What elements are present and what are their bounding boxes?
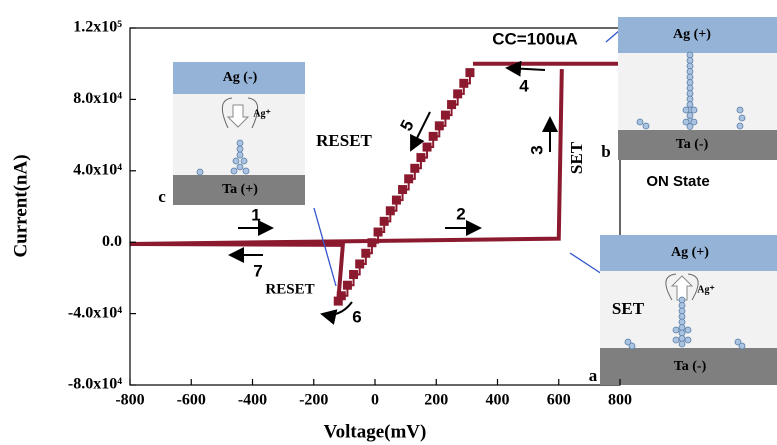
annotation: SET [567,141,586,174]
x-tick-label: -600 [177,392,206,409]
marker [374,228,383,237]
marker [441,111,450,120]
y-tick-label: 1.2x10⁵ [73,19,122,36]
filament-ball [673,337,679,343]
inset-label: Ta (-) [674,359,707,374]
filament-ball [629,343,635,349]
marker [453,89,462,98]
annotation: CC=100uA [492,29,578,48]
inset-label: Ag⁺ [253,108,271,119]
filament-ball [679,341,685,347]
annotation: RESET [265,281,314,297]
marker [423,143,432,152]
y-axis-label: Current(nA) [10,154,31,257]
x-tick-label: 600 [547,392,571,409]
marker [410,164,419,173]
filament-ball [687,85,693,91]
x-tick-label: 400 [486,392,510,409]
marker [392,196,401,205]
marker [367,238,376,247]
x-tick-label: 0 [371,392,379,409]
x-tick-label: -200 [299,392,328,409]
filament-ball [683,119,689,125]
filament-ball [737,123,743,129]
step-number: 3 [527,145,546,154]
marker [435,121,444,130]
annotation: c [158,187,166,206]
filament-ball [687,74,693,80]
filament-ball [687,113,693,119]
y-tick-label: -4.0x10⁴ [68,304,122,321]
step-number: 1 [251,205,260,224]
filament-ball [687,58,693,64]
annotation: ON State [646,173,709,190]
filament-ball [687,102,693,108]
y-tick-label: 8.0x10⁴ [73,90,122,107]
inset-label: Ag (-) [223,70,258,85]
marker [398,185,407,194]
annotation: RESET [316,131,372,150]
filament-ball [687,96,693,102]
inset-label: Ag (+) [671,245,709,260]
filament-ball [691,119,697,125]
step-number: 6 [352,307,361,326]
filament-ball [687,80,693,86]
filament-ball [643,123,649,129]
y-tick-label: -8.0x10⁴ [68,376,122,393]
filament-ball [737,107,743,113]
chart: Voltage(mV) Current(nA) [0,0,777,445]
marker [429,132,438,141]
x-tick-label: 800 [608,392,632,409]
marker [465,68,474,77]
marker [459,79,468,88]
inset-label: Ta (-) [676,137,709,152]
marker [349,270,358,279]
x-tick-label: 200 [424,392,448,409]
filament-ball [739,115,745,121]
step-number: 4 [519,76,529,95]
inset-label: Ag⁺ [697,284,715,295]
y-tick-label: 4.0x10⁴ [73,161,122,178]
filament-ball [691,107,697,113]
marker [334,297,343,306]
step-number: 5 [396,117,417,134]
x-axis-label: Voltage(mV) [324,421,427,442]
filament-ball [685,337,691,343]
step-number: 2 [456,204,465,223]
x-tick-label: -400 [238,392,267,409]
step-number: 7 [253,261,262,280]
marker [343,281,352,290]
inset-label: Ta (+) [222,182,258,197]
filament-ball [685,327,691,333]
filament-ball [739,343,745,349]
filament-ball [683,107,689,113]
marker [361,249,370,258]
filament-ball [687,69,693,75]
annotation: a [589,366,598,385]
filament-ball [637,119,643,125]
marker [416,153,425,162]
annotation: SET [612,299,645,318]
marker [386,206,395,215]
marker [380,217,389,226]
filament-ball [687,91,693,97]
x-tick-label: -800 [115,392,144,409]
marker [447,100,456,109]
filament-ball [673,327,679,333]
filament-ball [687,63,693,69]
marker [355,259,364,268]
inset-label: Ag (+) [673,27,711,42]
marker [404,174,413,183]
filament-ball [687,52,693,58]
annotation: b [601,142,610,161]
y-tick-label: 0.0 [102,233,122,250]
